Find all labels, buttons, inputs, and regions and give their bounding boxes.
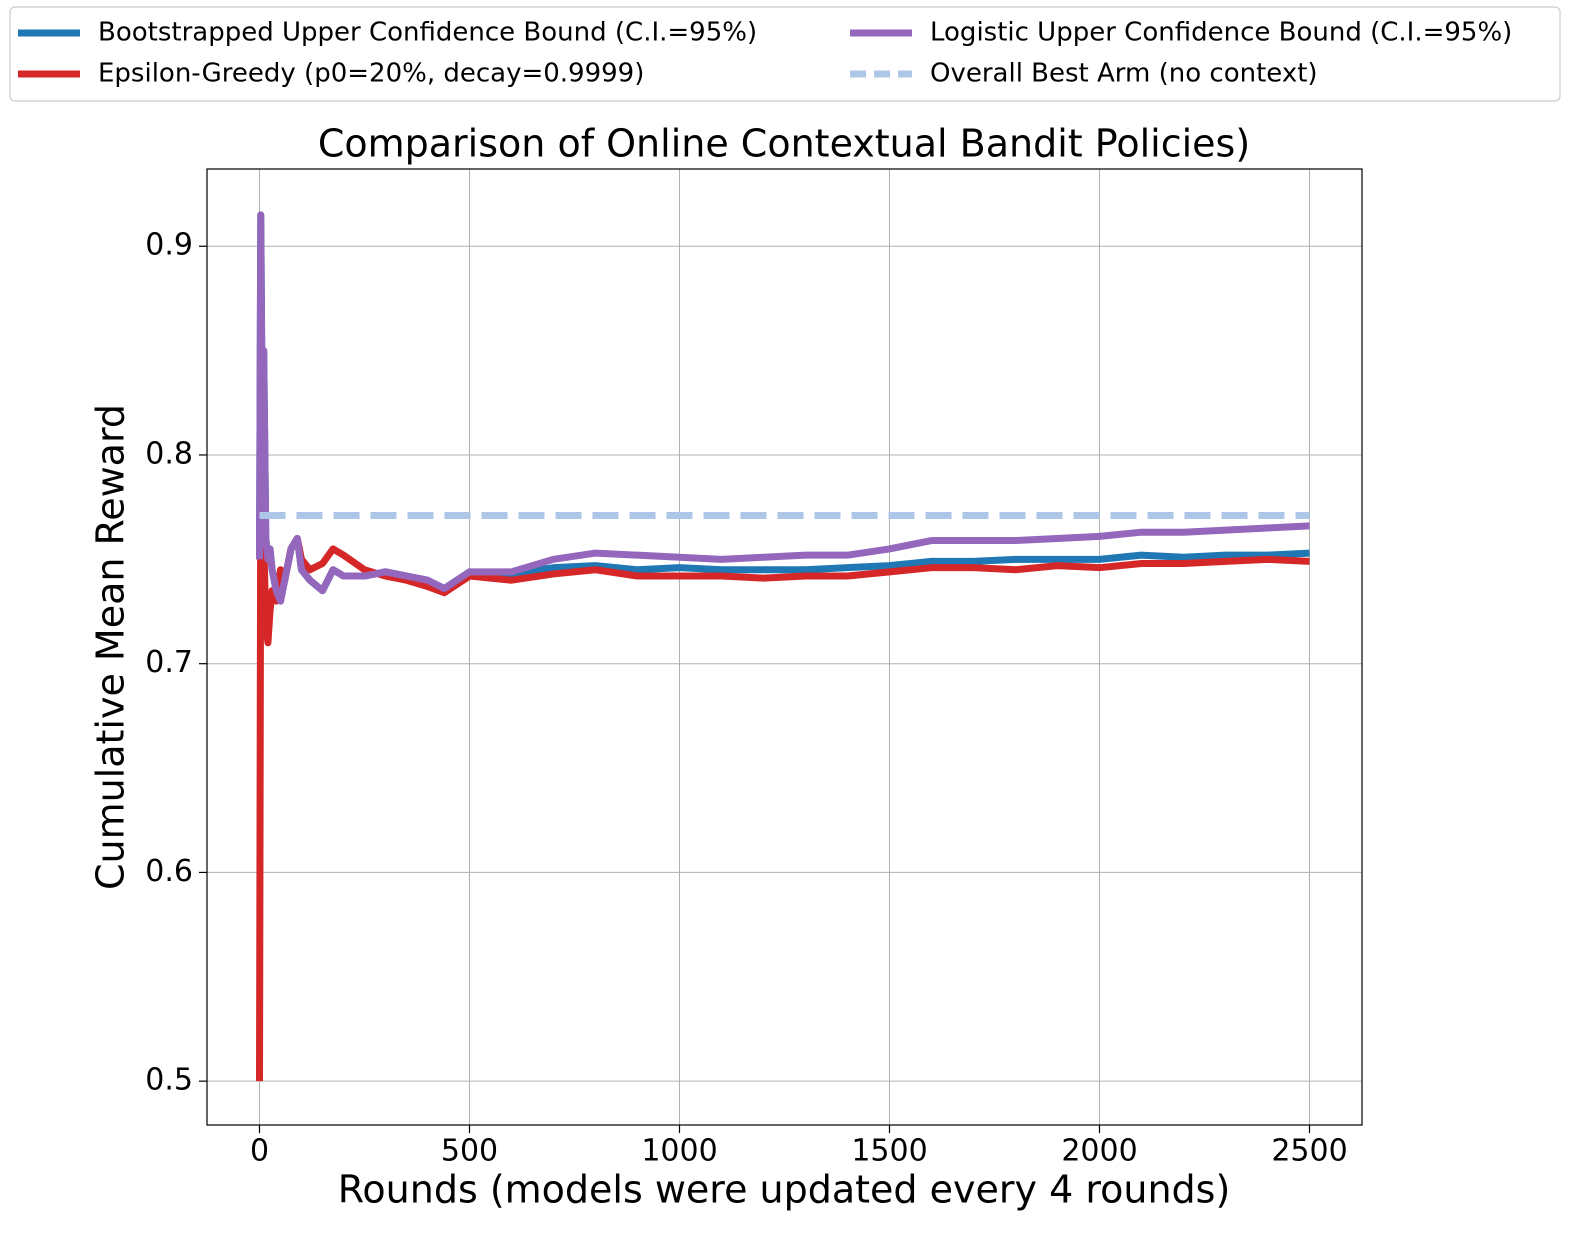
legend-label: Logistic Upper Confidence Bound (C.I.=95… (930, 18, 1512, 48)
y-tick-label: 0.7 (145, 645, 193, 680)
x-tick-label: 0 (250, 1134, 269, 1169)
legend-box (9, 6, 1561, 102)
series-line (256, 211, 1310, 605)
y-tick-label: 0.8 (145, 436, 193, 471)
x-tick-label: 1000 (641, 1134, 717, 1169)
legend-label: Overall Best Arm (no context) (930, 59, 1318, 89)
series-line (256, 472, 1310, 1082)
x-tick-label: 2500 (1271, 1134, 1347, 1169)
series-line (256, 211, 1310, 605)
x-tick-label: 2000 (1061, 1134, 1137, 1169)
x-axis-label: Rounds (models were updated every 4 roun… (338, 1168, 1231, 1212)
y-tick-label: 0.6 (145, 854, 193, 889)
chart-title: Comparison of Online Contextual Bandit P… (318, 122, 1250, 166)
x-tick-label: 1500 (851, 1134, 927, 1169)
y-tick-label: 0.9 (145, 228, 193, 263)
plot-frame (206, 168, 1363, 1126)
y-axis-label: Cumulative Mean Reward (89, 404, 133, 890)
legend-label: Bootstrapped Upper Confidence Bound (C.I… (98, 18, 757, 48)
legend-label: Epsilon-Greedy (p0=20%, decay=0.9999) (98, 59, 644, 89)
y-tick-label: 0.5 (145, 1063, 193, 1098)
x-tick-label: 500 (441, 1134, 498, 1169)
